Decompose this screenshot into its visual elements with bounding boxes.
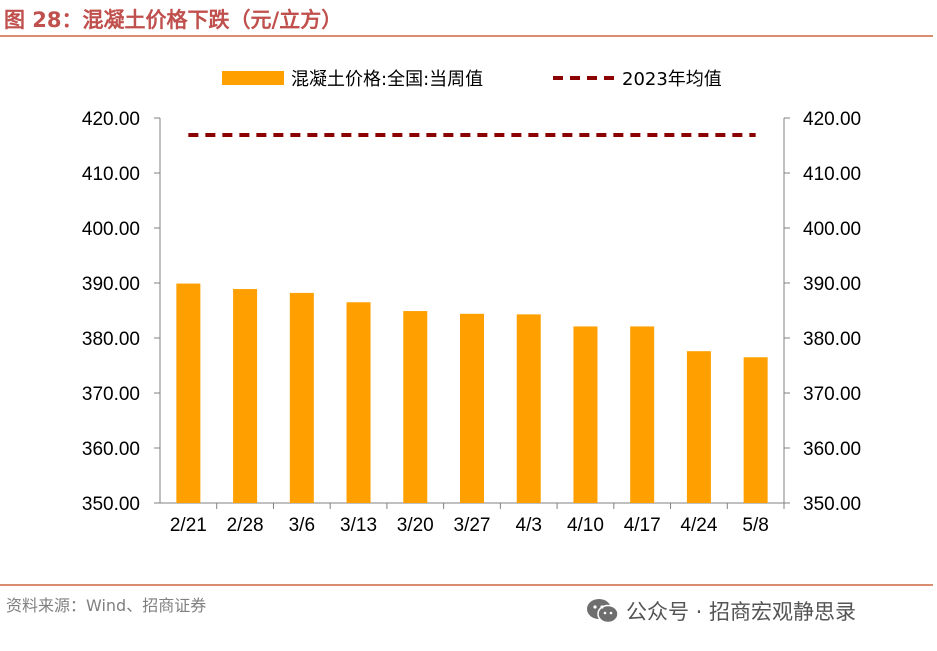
y-tick-label-right: 350.00 [803,494,861,515]
wechat-icon [587,599,619,624]
source-note: 资料来源：Wind、招商证券 [6,596,207,615]
x-tick-label: 5/8 [742,515,768,536]
y-tick-label-right: 410.00 [803,164,861,185]
x-tick-label: 3/27 [454,515,491,536]
footer-divider [0,584,933,586]
y-tick-label-right: 420.00 [803,109,861,130]
x-tick-label: 4/3 [516,515,542,536]
y-tick-label-left: 400.00 [82,219,140,240]
bar [743,357,768,503]
y-tick-label-left: 420.00 [82,109,140,130]
bar-series [176,283,768,503]
y-tick-label-left: 390.00 [82,274,140,295]
x-tick-label: 3/20 [397,515,434,536]
x-tick-label: 4/17 [624,515,661,536]
x-tick-label: 4/24 [680,515,717,536]
x-tick-label: 3/6 [289,515,315,536]
x-tick-label: 2/28 [227,515,264,536]
figure-title: 图 28：混凝土价格下跌（元/立方） [4,8,343,32]
y-tick-label-left: 360.00 [82,439,140,460]
title-divider [0,35,933,37]
y-tick-label-right: 380.00 [803,329,861,350]
axes: 350.00 360.00 370.00 380.00 390.00 400.00 410.… [82,109,861,536]
x-tick-label: 2/21 [170,515,207,536]
bar [630,326,655,503]
bar [346,302,371,503]
x-tick-label: 4/10 [567,515,604,536]
y-tick-label-right: 400.00 [803,219,861,240]
y-tick-label-left: 410.00 [82,164,140,185]
y-tick-label-left: 370.00 [82,384,140,405]
bar-chart: 混凝土价格:全国:当周值 2023年均值 350.00360.00370.003… [82,69,861,536]
y-tick-label-right: 370.00 [803,384,861,405]
bar [289,292,314,503]
bar [686,351,711,503]
bar [460,313,484,503]
legend-bar-label: 混凝土价格:全国:当周值 [291,69,483,90]
bar [516,314,541,503]
bar [176,283,201,503]
legend: 混凝土价格:全国:当周值 2023年均值 [222,69,722,90]
legend-bar-swatch [222,71,284,85]
bar [233,289,258,503]
y-tick-label-right: 360.00 [803,439,861,460]
y-tick-label-left: 350.00 [82,494,140,515]
bar [403,311,428,503]
watermark-text: 公众号 · 招商宏观静思录 [626,600,857,624]
bar [573,326,598,503]
watermark: 公众号 · 招商宏观静思录 [586,596,856,626]
x-tick-label: 3/13 [340,515,377,536]
y-tick-label-right: 390.00 [803,274,861,295]
y-tick-label-left: 380.00 [82,329,140,350]
legend-line-label: 2023年均值 [622,69,722,90]
